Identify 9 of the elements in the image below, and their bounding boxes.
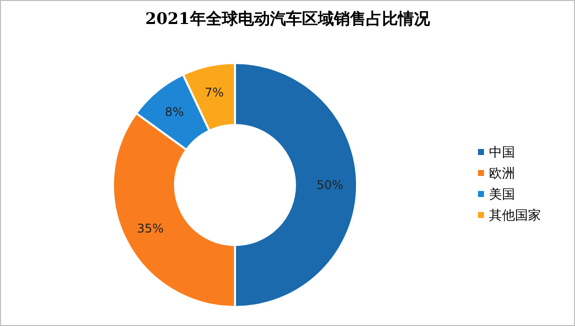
legend-label: 美国	[489, 186, 515, 203]
legend-label: 欧洲	[489, 166, 515, 182]
chart-title: 2021年全球电动汽车区域销售占比情况	[145, 9, 431, 28]
data-label: 50%	[316, 178, 344, 192]
data-label: 8%	[164, 105, 184, 119]
data-label: 7%	[204, 85, 224, 100]
legend-label: 中国	[489, 146, 515, 161]
data-label: 35%	[137, 221, 164, 236]
legend-label: 其他国家	[489, 208, 541, 224]
